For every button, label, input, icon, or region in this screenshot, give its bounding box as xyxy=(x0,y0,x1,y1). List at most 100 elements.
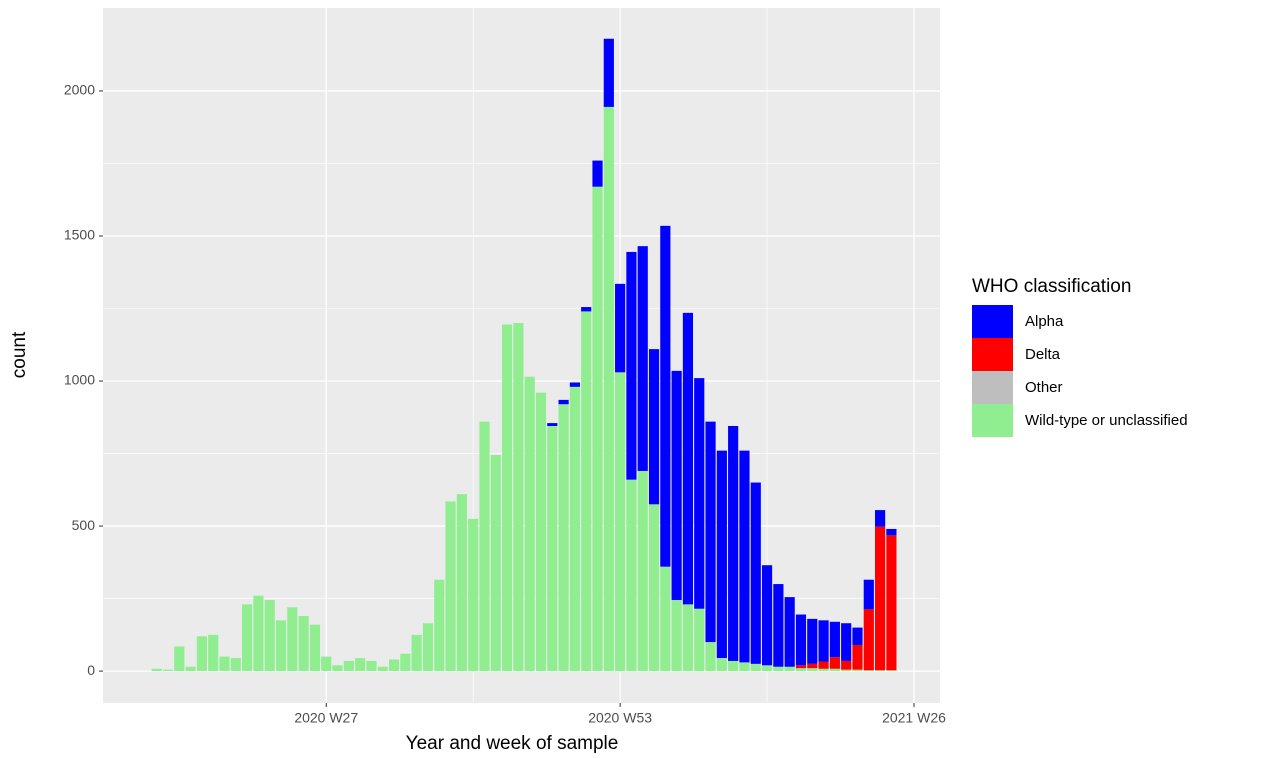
bar-segment xyxy=(547,425,558,672)
bar-segment xyxy=(377,666,388,672)
bar-segment xyxy=(841,669,852,672)
bar-segment xyxy=(886,528,897,536)
legend-label: Alpha xyxy=(1025,313,1064,330)
legend-key xyxy=(972,371,1013,404)
bar-segment xyxy=(275,620,287,672)
bar-segment xyxy=(761,665,773,672)
bar-segment xyxy=(648,349,660,505)
bar-segment xyxy=(264,600,275,672)
bar-segment xyxy=(829,668,840,672)
bars xyxy=(151,38,897,672)
bar-segment xyxy=(185,666,196,672)
legend-title: WHO classification xyxy=(972,276,1131,297)
bar-segment xyxy=(230,658,241,672)
bar-segment xyxy=(818,668,829,672)
bar-segment xyxy=(660,566,671,672)
bar-segment xyxy=(615,283,626,373)
y-tick-label: 1500 xyxy=(64,227,95,243)
legend-key xyxy=(972,305,1013,338)
bar-segment xyxy=(818,661,829,669)
bar-segment xyxy=(196,636,207,672)
bar-segment xyxy=(502,324,513,672)
bar-segment xyxy=(739,662,750,672)
bar-segment xyxy=(490,454,501,672)
bar-segment xyxy=(208,634,219,672)
x-tick-label: 2020 W53 xyxy=(588,710,652,726)
bar-segment xyxy=(637,470,648,672)
bar-segment xyxy=(852,644,863,670)
bar-segment xyxy=(863,670,874,672)
axes: 0 500 1000 1500 2000 2020 W27 2020 W53 2021 W26 xyxy=(64,82,946,726)
bar-segment xyxy=(456,494,467,672)
bar-segment xyxy=(773,666,784,672)
x-axis-title: Year and week of sample xyxy=(406,733,619,754)
legend-label: Wild-type or unclassified xyxy=(1025,412,1188,429)
bar-segment xyxy=(411,634,422,672)
bar-segment xyxy=(434,579,445,672)
bar-segment xyxy=(151,668,162,672)
bar-segment xyxy=(174,646,185,672)
legend-label: Delta xyxy=(1025,346,1061,363)
bar-segment xyxy=(298,615,309,672)
bar-segment xyxy=(626,251,637,480)
bar-segment xyxy=(535,392,547,672)
bar-segment xyxy=(728,425,739,661)
bar-segment xyxy=(581,307,592,312)
bar-segment xyxy=(863,579,874,610)
bar-segment xyxy=(343,660,354,672)
bar-segment xyxy=(581,311,592,672)
bar-segment xyxy=(773,584,784,667)
bar-segment xyxy=(818,620,829,662)
bar-segment xyxy=(694,378,705,609)
bar-segment xyxy=(682,604,694,672)
bar-segment xyxy=(716,450,727,659)
bar-segment xyxy=(807,618,818,664)
bar-segment xyxy=(309,624,321,672)
bar-segment xyxy=(592,160,603,187)
bar-segment xyxy=(795,668,807,672)
bar-segment xyxy=(468,518,479,672)
bar-segment xyxy=(569,386,580,672)
legend-key xyxy=(972,338,1013,371)
bar-segment xyxy=(807,668,818,672)
bar-segment xyxy=(852,627,863,645)
bar-segment xyxy=(716,658,727,672)
x-tick-label: 2020 W27 xyxy=(294,710,358,726)
bar-segment xyxy=(422,623,434,672)
bar-segment xyxy=(841,660,852,670)
bar-segment xyxy=(558,399,569,405)
bar-segment xyxy=(400,653,411,672)
bar-segment xyxy=(829,621,840,658)
bar-segment xyxy=(682,312,694,605)
bar-segment xyxy=(671,370,682,601)
y-tick-label: 500 xyxy=(72,517,96,533)
bar-segment xyxy=(592,186,603,672)
y-tick-label: 0 xyxy=(87,662,95,678)
bar-segment xyxy=(694,608,705,672)
bar-segment xyxy=(807,663,818,669)
bar-segment xyxy=(841,623,852,661)
bar-segment xyxy=(795,614,807,666)
bar-segment xyxy=(569,382,580,387)
bar-segment xyxy=(603,106,614,672)
bar-segment xyxy=(886,535,897,671)
bar-segment xyxy=(366,660,377,672)
bar-segment xyxy=(863,609,874,671)
bar-segment xyxy=(705,421,716,643)
bar-segment xyxy=(829,657,840,669)
bar-segment xyxy=(728,660,739,672)
legend-label: Other xyxy=(1025,379,1063,396)
bar-segment xyxy=(603,38,614,107)
bar-segment xyxy=(242,604,253,672)
bar-segment xyxy=(750,663,761,672)
bar-segment xyxy=(875,510,886,527)
bar-segment xyxy=(219,656,230,672)
bar-segment xyxy=(355,658,366,672)
bar-segment xyxy=(784,597,795,667)
bar-segment xyxy=(524,376,535,672)
bar-segment xyxy=(637,246,648,471)
legend: WHO classification Alpha Delta Other Wild-t… xyxy=(972,276,1188,437)
bar-segment xyxy=(739,450,750,663)
y-tick-label: 1000 xyxy=(64,372,95,388)
